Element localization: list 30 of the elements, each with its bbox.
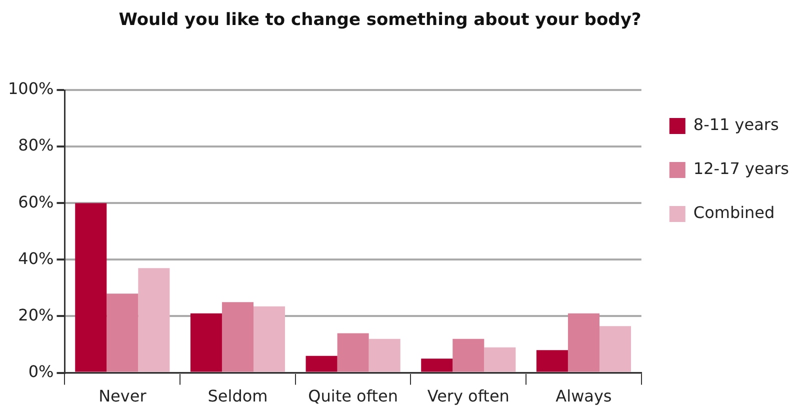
x-tick-label: Always [556,386,612,406]
y-tick-label: 60% [18,192,54,212]
y-tick-label: 0% [28,362,54,381]
bar [138,268,170,372]
bar [254,306,286,372]
bar [106,294,138,372]
bar [222,302,254,372]
bar [368,338,400,372]
chart-title: Would you like to change something about your body? [118,10,642,30]
bar [484,347,516,372]
bar [337,333,369,372]
y-tick-label: 80% [18,136,54,155]
bar [568,313,600,372]
bar [421,358,453,372]
bar [599,326,632,372]
legend-label: 8-11 years [693,115,779,134]
legend-label: Combined [693,203,775,222]
bar [190,313,222,372]
x-tick-label: Never [98,386,147,406]
y-tick-label: 100% [8,79,54,98]
legend-label: 12-17 years [693,159,789,178]
x-tick-label: Very often [427,386,510,406]
bar [75,203,107,372]
y-tick-label: 40% [18,248,54,268]
y-tick-label: 20% [18,305,54,324]
bar [536,350,568,372]
x-tick-label: Quite often [308,386,398,406]
x-tick-label: Seldom [208,386,268,406]
bar [452,338,484,372]
bar [306,356,338,372]
